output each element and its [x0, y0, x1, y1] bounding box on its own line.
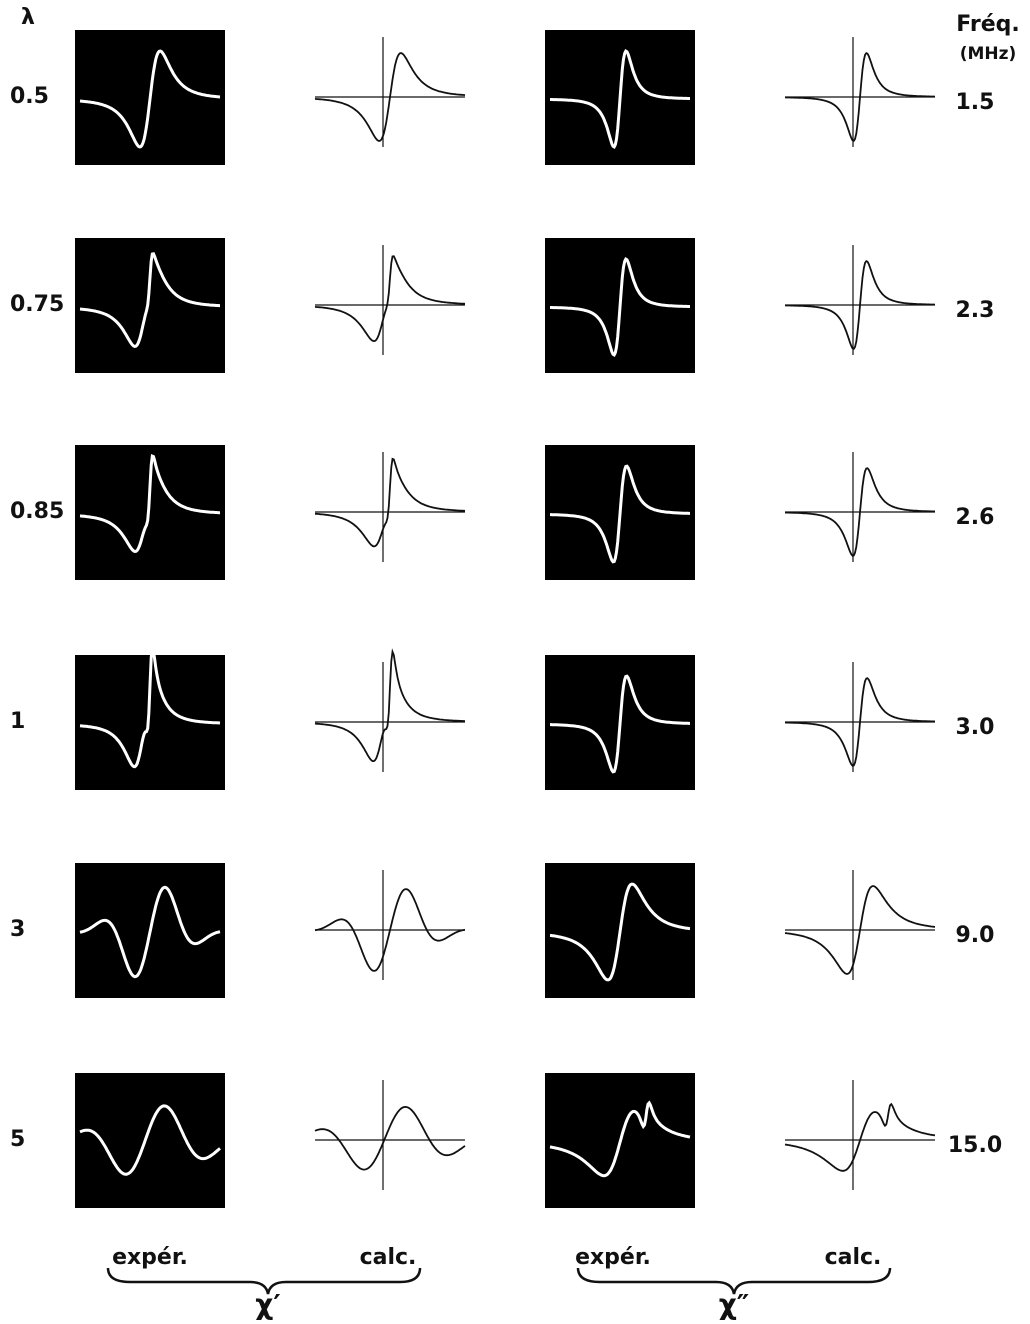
calc-label: calc.	[825, 1245, 882, 1270]
freq-label: 2.3	[956, 298, 995, 323]
freq-label: 3.0	[956, 715, 995, 740]
lambda-label: 5	[10, 1127, 25, 1152]
exp-label: expér.	[575, 1245, 651, 1270]
lambda-header: λ	[21, 5, 35, 30]
freq-unit: (MHz)	[960, 44, 1017, 64]
curve	[315, 459, 465, 547]
freq-header: Fréq.	[956, 12, 1020, 37]
exp-label: expér.	[112, 1245, 188, 1270]
figure: λ Fréq. (MHz) expér. calc. χ′ expér. cal…	[0, 0, 1030, 1324]
lambda-label: 0.75	[10, 292, 64, 317]
curve	[785, 1104, 935, 1171]
curve	[315, 256, 465, 341]
freq-label: 15.0	[948, 1133, 1002, 1158]
calc-label: calc.	[360, 1245, 417, 1270]
lambda-label: 0.85	[10, 499, 64, 524]
lambda-label: 3	[10, 917, 25, 942]
oscillogram	[75, 1073, 225, 1208]
symbol-label: χ″	[719, 1288, 750, 1321]
lambda-label: 1	[10, 709, 25, 734]
freq-label: 1.5	[956, 90, 995, 115]
curve	[315, 652, 465, 761]
symbol-label: χ′	[255, 1288, 280, 1321]
lambda-label: 0.5	[10, 84, 49, 109]
freq-label: 9.0	[956, 923, 995, 948]
freq-label: 2.6	[956, 505, 995, 530]
curve	[315, 1107, 465, 1170]
